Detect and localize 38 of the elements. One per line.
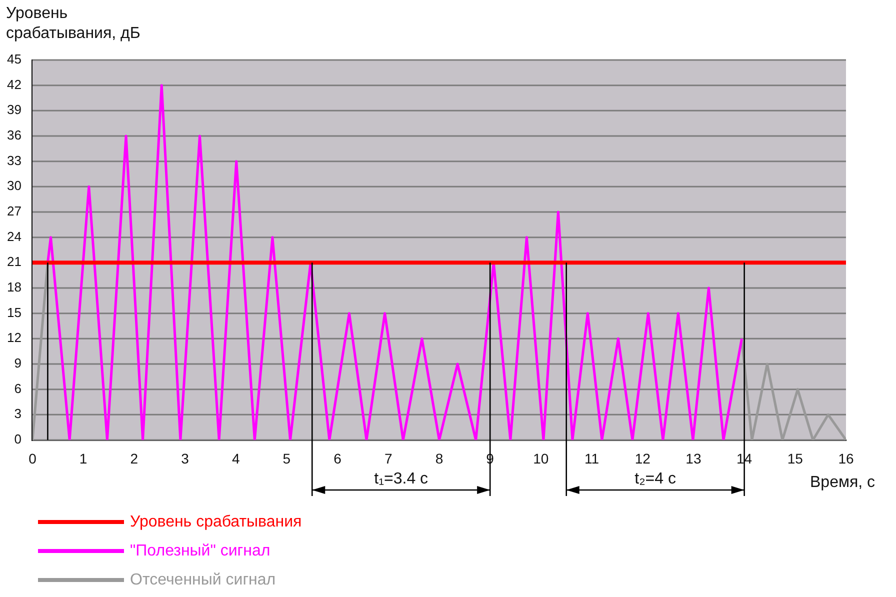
x-tick-label: 12 bbox=[634, 450, 651, 466]
x-tick-label: 4 bbox=[232, 450, 240, 466]
x-tick-label: 13 bbox=[686, 450, 702, 466]
y-tick-label: 9 bbox=[14, 356, 22, 371]
y-tick-label: 18 bbox=[6, 280, 22, 295]
y-tick-label: 6 bbox=[14, 380, 22, 396]
y-tick-label: 33 bbox=[6, 152, 22, 168]
y-tick-label: 27 bbox=[6, 204, 22, 219]
y-tick-label: 42 bbox=[6, 76, 22, 92]
x-tick-label: 7 bbox=[384, 450, 392, 466]
y-tick-label: 12 bbox=[6, 330, 22, 346]
x-tick-label: 1 bbox=[79, 450, 88, 466]
y-tick-label: 15 bbox=[6, 304, 22, 320]
x-tick-label: 6 bbox=[334, 450, 342, 466]
text: Отсеченный сигнал bbox=[130, 571, 276, 588]
x-tick-label: 0 bbox=[28, 450, 37, 466]
x-tick-label: 11 bbox=[584, 450, 600, 466]
x-tick-label: 8 bbox=[435, 450, 444, 466]
y-axis-title: Уровень срабатывания, дБ bbox=[6, 4, 140, 44]
x-axis-title: Время, с bbox=[810, 474, 876, 492]
text: t₂=4 с bbox=[634, 470, 676, 488]
y-tick-label: 3 bbox=[14, 406, 22, 422]
y-tick-label: 39 bbox=[6, 102, 22, 118]
x-tick-label: 10 bbox=[533, 450, 549, 466]
y-tick-label: 24 bbox=[6, 228, 22, 244]
x-tick-label: 3 bbox=[181, 450, 190, 466]
text: Уровень срабатывания bbox=[130, 513, 302, 530]
y-tick-label: 36 bbox=[6, 128, 22, 143]
y-tick-label: 45 bbox=[6, 52, 22, 67]
y-tick-label: 30 bbox=[6, 178, 22, 194]
text: "Полезный" сигнал bbox=[130, 542, 270, 560]
text: t₁=3.4 с bbox=[374, 470, 428, 488]
y-tick-label: 21 bbox=[6, 254, 22, 270]
x-tick-label: 5 bbox=[282, 450, 291, 466]
y-tick-label: 0 bbox=[14, 432, 22, 447]
x-tick-label: 15 bbox=[787, 450, 804, 466]
x-tick-label: 16 bbox=[838, 450, 854, 466]
x-tick-label: 2 bbox=[130, 450, 138, 466]
